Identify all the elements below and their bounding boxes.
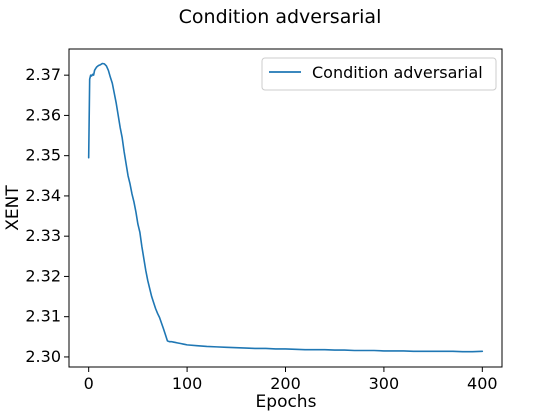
x-axis-ticks: 0 100 200 300 400 [84, 367, 498, 393]
plot-area: 0 100 200 300 400 2.302.312.322.332.342.352.… [25, 48, 503, 393]
y-tick-label: 2.37 [25, 65, 61, 84]
x-tick-label: 0 [84, 374, 94, 393]
y-tick-label: 2.35 [25, 146, 61, 165]
legend-label: Condition adversarial [312, 63, 483, 82]
x-tick-label: 400 [467, 374, 498, 393]
y-axis-label: XENT [3, 185, 23, 231]
y-tick-label: 2.31 [25, 307, 61, 326]
y-tick-label: 2.30 [25, 347, 61, 366]
series-line-condition-adversarial [87, 62, 484, 353]
y-tick-label: 2.36 [25, 105, 61, 124]
legend: Condition adversarial [261, 57, 497, 91]
x-tick-label: 100 [172, 374, 203, 393]
series-layer [87, 62, 484, 353]
legend-box [261, 57, 497, 91]
chart-title: Condition adversarial [179, 6, 382, 28]
x-axis-label: Epochs [256, 392, 317, 412]
x-tick-label: 300 [369, 374, 400, 393]
y-tick-label: 2.33 [25, 226, 61, 245]
y-axis-ticks: 2.30 2.31 2.32 2.33 2.34 2.35 2.36 2.37 [25, 65, 69, 366]
y-tick-label: 2.34 [25, 186, 61, 205]
x-tick-label: 200 [270, 374, 301, 393]
y-tick-label: 2.32 [25, 266, 61, 285]
